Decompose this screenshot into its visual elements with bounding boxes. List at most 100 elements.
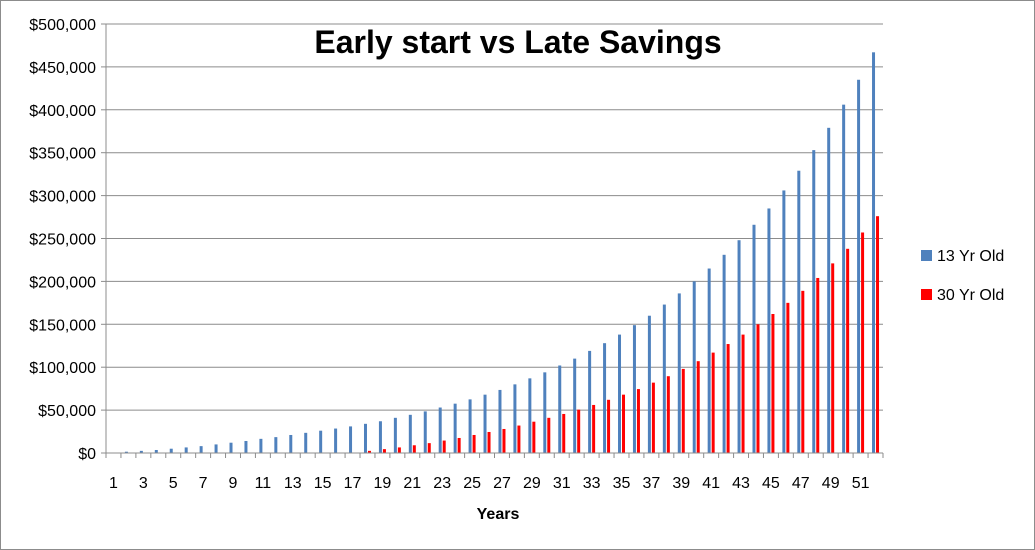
bar-13-yr-old bbox=[872, 52, 876, 454]
x-tick-label: 31 bbox=[553, 475, 571, 492]
x-tick-label: 5 bbox=[169, 475, 178, 492]
x-tick-label: 23 bbox=[433, 475, 451, 492]
bar-30-yr-old bbox=[696, 361, 700, 453]
bar-30-yr-old bbox=[861, 232, 865, 453]
bar-13-yr-old bbox=[214, 444, 218, 453]
bar-30-yr-old bbox=[517, 425, 521, 453]
bar-13-yr-old bbox=[573, 358, 577, 453]
legend: 13 Yr Old 30 Yr Old bbox=[921, 248, 1004, 304]
x-tick-label: 19 bbox=[374, 475, 392, 492]
bar-30-yr-old bbox=[457, 437, 461, 453]
legend-label-13-yr-old: 13 Yr Old bbox=[937, 248, 1004, 265]
bar-13-yr-old bbox=[468, 399, 472, 453]
bar-13-yr-old bbox=[334, 428, 338, 453]
bar-13-yr-old bbox=[304, 432, 308, 453]
x-tick-label: 49 bbox=[822, 475, 840, 492]
x-tick-label: 9 bbox=[229, 475, 238, 492]
bar-13-yr-old bbox=[408, 414, 412, 453]
bar-13-yr-old bbox=[393, 417, 397, 453]
legend-swatch-13-yr-old bbox=[921, 250, 932, 261]
bar-30-yr-old bbox=[846, 248, 850, 453]
bar-30-yr-old bbox=[412, 445, 416, 453]
bar-30-yr-old bbox=[876, 216, 880, 453]
bar-13-yr-old bbox=[139, 450, 143, 453]
x-tick-label: 37 bbox=[642, 475, 660, 492]
bars bbox=[109, 52, 880, 454]
bar-13-yr-old bbox=[229, 442, 233, 453]
bar-13-yr-old bbox=[423, 411, 427, 453]
bar-13-yr-old bbox=[842, 104, 846, 453]
bar-13-yr-old bbox=[438, 407, 442, 453]
bar-13-yr-old bbox=[618, 334, 622, 453]
bar-13-yr-old bbox=[632, 325, 636, 453]
bar-13-yr-old bbox=[857, 79, 861, 454]
y-tick-label: $400,000 bbox=[29, 103, 96, 120]
x-tick-label: 11 bbox=[255, 475, 272, 492]
x-tick-label: 27 bbox=[493, 475, 511, 492]
bar-13-yr-old bbox=[498, 389, 502, 453]
bar-13-yr-old bbox=[767, 208, 771, 453]
bar-30-yr-old bbox=[532, 421, 536, 453]
bar-30-yr-old bbox=[592, 404, 596, 453]
bar-13-yr-old bbox=[827, 127, 831, 454]
bar-30-yr-old bbox=[427, 443, 431, 453]
bar-13-yr-old bbox=[124, 451, 128, 453]
bar-30-yr-old bbox=[786, 302, 790, 453]
bar-30-yr-old bbox=[681, 368, 685, 453]
bar-13-yr-old bbox=[722, 254, 726, 453]
y-tick-label: $200,000 bbox=[29, 274, 96, 291]
bar-30-yr-old bbox=[397, 447, 401, 453]
bar-13-yr-old bbox=[528, 378, 532, 453]
y-tick-label: $150,000 bbox=[29, 317, 96, 334]
y-tick-label: $350,000 bbox=[29, 146, 96, 163]
x-tick-label: 17 bbox=[344, 475, 362, 492]
x-tick-label: 25 bbox=[463, 475, 481, 492]
x-tick-label: 1 bbox=[109, 475, 118, 492]
bar-13-yr-old bbox=[812, 150, 816, 453]
bar-30-yr-old bbox=[651, 382, 655, 453]
bar-13-yr-old bbox=[558, 365, 562, 453]
bar-13-yr-old bbox=[483, 394, 487, 453]
bar-30-yr-old bbox=[442, 440, 446, 453]
bar-30-yr-old bbox=[816, 277, 820, 453]
x-tick-label: 29 bbox=[523, 475, 541, 492]
x-tick-label: 51 bbox=[852, 475, 870, 492]
bar-13-yr-old bbox=[349, 426, 353, 453]
bar-13-yr-old bbox=[154, 449, 158, 453]
bar-30-yr-old bbox=[622, 394, 626, 453]
bar-13-yr-old bbox=[169, 448, 173, 453]
y-axis-tick-labels: $0 $50,000 $100,000 $150,000 $200,000 $250,00… bbox=[29, 17, 96, 463]
bar-13-yr-old bbox=[244, 440, 248, 453]
y-tick-label: $50,000 bbox=[38, 403, 96, 420]
bar-13-yr-old bbox=[289, 434, 293, 453]
bar-30-yr-old bbox=[741, 334, 745, 453]
bar-13-yr-old bbox=[737, 240, 741, 453]
x-axis-title: Years bbox=[477, 506, 520, 523]
bar-30-yr-old bbox=[756, 324, 760, 453]
bar-30-yr-old bbox=[502, 428, 506, 453]
bar-30-yr-old bbox=[726, 344, 730, 453]
bar-13-yr-old bbox=[707, 268, 711, 453]
bar-13-yr-old bbox=[184, 447, 188, 453]
x-tick-label: 45 bbox=[762, 475, 780, 492]
bar-30-yr-old bbox=[831, 263, 835, 453]
legend-label-30-yr-old: 30 Yr Old bbox=[937, 287, 1004, 304]
bar-30-yr-old bbox=[487, 431, 491, 453]
y-tick-label: $100,000 bbox=[29, 360, 96, 377]
bar-13-yr-old bbox=[199, 446, 203, 453]
bar-13-yr-old bbox=[797, 170, 801, 453]
bar-13-yr-old bbox=[319, 430, 323, 453]
x-tick-label: 3 bbox=[139, 475, 148, 492]
x-tick-label: 15 bbox=[314, 475, 332, 492]
gridlines bbox=[106, 23, 883, 411]
bar-30-yr-old bbox=[562, 413, 566, 453]
y-tick-label: $0 bbox=[78, 446, 96, 463]
axes bbox=[101, 23, 884, 458]
x-tick-label: 7 bbox=[199, 475, 208, 492]
bar-30-yr-old bbox=[472, 434, 476, 453]
bar-30-yr-old bbox=[382, 449, 386, 453]
chart-title: Early start vs Late Savings bbox=[314, 24, 721, 60]
bar-13-yr-old bbox=[513, 384, 517, 453]
bar-13-yr-old bbox=[677, 293, 681, 453]
bar-13-yr-old bbox=[363, 423, 367, 453]
